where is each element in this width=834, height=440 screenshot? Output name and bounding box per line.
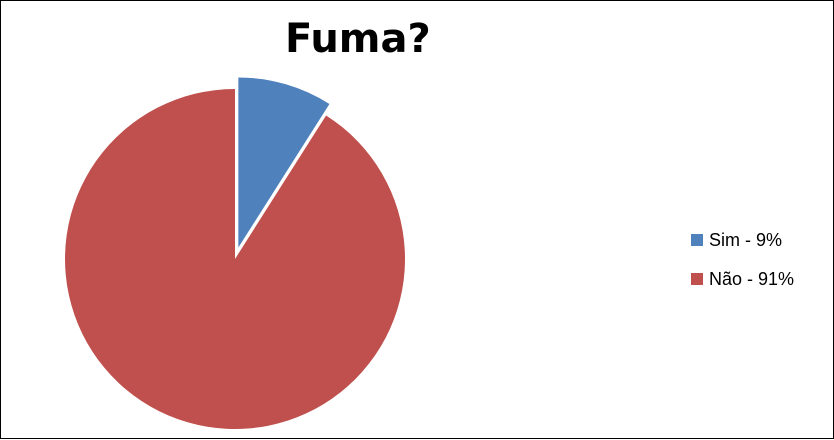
legend-item-0: Sim - 9% <box>691 230 794 250</box>
legend-item-1: Não - 91% <box>691 269 794 289</box>
pie-slice-1 <box>65 89 405 430</box>
chart-title: Fuma? <box>285 16 431 62</box>
legend-label: Sim - 9% <box>709 229 783 250</box>
legend-swatch <box>691 234 703 246</box>
legend-label: Não - 91% <box>709 268 795 289</box>
pie-slice-0 <box>238 77 330 248</box>
legend: Sim - 9% Não - 91% <box>691 230 794 308</box>
legend-swatch <box>691 273 703 285</box>
